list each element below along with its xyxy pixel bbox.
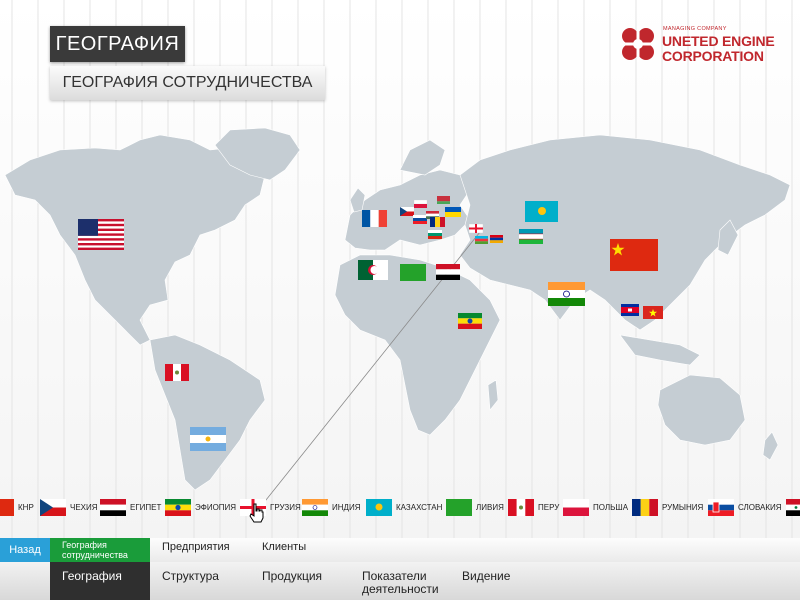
greenland-land <box>214 127 301 181</box>
romania-flag-icon <box>632 498 658 516</box>
nav-enterprises[interactable]: Предприятия <box>162 541 230 553</box>
nav-geography-cooperation-active[interactable]: География сотрудничества <box>50 538 150 562</box>
flag-strip-label: ИНДИЯ <box>332 502 361 512</box>
map-flag-azerbaijan[interactable] <box>475 236 488 244</box>
flag-strip-label: ПЕРУ <box>538 502 560 512</box>
map-flag-libya[interactable] <box>400 264 426 281</box>
map-flag-usa[interactable] <box>78 219 124 250</box>
flag-strip-item-ethiopia[interactable]: ЭФИОПИЯ <box>165 496 236 518</box>
flag-strip-item-kazakhstan[interactable]: КАЗАХСТАН <box>366 496 442 518</box>
flag-strip-label: ПОЛЬША <box>593 502 629 512</box>
flag-strip-label: ЧЕХИЯ <box>70 502 98 512</box>
ethiopia-flag-icon <box>165 498 191 516</box>
map-flag-ukraine[interactable] <box>445 207 461 217</box>
flag-strip-label: ЛИВИЯ <box>476 502 504 512</box>
map-flag-romania[interactable] <box>430 217 445 227</box>
nav-structure[interactable]: Структура <box>162 569 219 583</box>
australia-land <box>657 374 746 446</box>
flag-strip-label: ЕГИПЕТ <box>130 502 162 512</box>
flag-strip-label: ГРУЗИЯ <box>270 502 301 512</box>
bottom-navigation: Назад География сотрудничества Предприят… <box>0 538 800 600</box>
scandinavia-land <box>399 139 446 176</box>
se-asia-islands-land <box>619 334 701 366</box>
flag-strip-item-slovakia[interactable]: СЛОВАКИЯ <box>708 496 782 518</box>
flag-strip-item-czech[interactable]: ЧЕХИЯ <box>40 496 98 518</box>
map-flag-egypt[interactable] <box>436 264 460 280</box>
new-zealand-land <box>762 431 779 461</box>
flag-strip-item-peru[interactable]: ПЕРУ <box>508 496 559 518</box>
japan-land <box>717 219 739 256</box>
czech-flag-icon <box>40 498 66 516</box>
map-flag-kazakhstan[interactable] <box>525 201 558 222</box>
asia-land <box>459 134 791 331</box>
map-flag-armenia[interactable] <box>490 235 503 243</box>
back-button[interactable]: Назад <box>0 538 50 562</box>
flag-strip-item-india[interactable]: ИНДИЯ <box>302 496 360 518</box>
hand-cursor-icon <box>249 503 264 523</box>
logo-managing-text: MANAGING COMPANY <box>663 26 727 32</box>
map-flag-india[interactable] <box>548 282 585 306</box>
map-flag-uzbekistan[interactable] <box>519 229 543 244</box>
map-flag-cambodia[interactable] <box>621 304 639 316</box>
map-flag-bulgaria[interactable] <box>428 230 442 239</box>
map-flag-czech[interactable] <box>400 207 414 216</box>
kazakhstan-flag-icon <box>366 498 392 516</box>
north-america-land <box>4 134 266 346</box>
map-flag-poland[interactable] <box>414 200 427 208</box>
page-title: ГЕОГРАФИЯ <box>50 26 185 62</box>
map-flag-belarus[interactable] <box>437 196 450 204</box>
uk-land <box>349 187 366 213</box>
map-flag-argentina[interactable] <box>190 427 226 451</box>
page-subtitle: ГЕОГРАФИЯ СОТРУДНИЧЕСТВА <box>50 66 325 100</box>
poland-flag-icon <box>563 498 589 516</box>
flag-strip-item-china[interactable]: КНР <box>0 496 34 518</box>
flag-strip-label: СЛОВАКИЯ <box>738 502 782 512</box>
map-flag-ethiopia[interactable] <box>458 313 482 329</box>
flag-strip-overflow-flag[interactable] <box>786 496 800 518</box>
flag-strip-item-romania[interactable]: РУМЫНИЯ <box>632 496 703 518</box>
flag-strip-item-egypt[interactable]: ЕГИПЕТ <box>100 496 161 518</box>
map-flag-algeria[interactable] <box>358 260 388 280</box>
flag-strip-label: КНР <box>18 502 34 512</box>
china-flag-icon <box>0 498 14 516</box>
egypt-flag-icon <box>100 498 126 516</box>
libya-flag-icon <box>446 498 472 516</box>
flag-strip-label: РУМЫНИЯ <box>662 502 704 512</box>
india-flag-icon <box>302 498 328 516</box>
nav-clients[interactable]: Клиенты <box>262 541 307 553</box>
logo-line2: CORPORATION <box>662 48 764 64</box>
flag-strip-item-poland[interactable]: ПОЛЬША <box>563 496 628 518</box>
logo-mark-icon <box>620 26 656 62</box>
madagascar-land <box>487 379 499 411</box>
flag-strip-label: ЭФИОПИЯ <box>195 502 237 512</box>
map-flag-georgia[interactable] <box>469 224 483 233</box>
company-logo: MANAGING COMPANY UNETED ENGINE CORPORATI… <box>618 22 778 70</box>
nav-vision[interactable]: Видение <box>462 569 511 583</box>
map-flag-peru[interactable] <box>165 364 189 381</box>
map-flag-france[interactable] <box>362 210 387 227</box>
nav-indicators[interactable]: Показатели деятельности <box>362 569 439 596</box>
flag-strip-label: КАЗАХСТАН <box>396 502 443 512</box>
slovakia-flag-icon <box>708 498 734 516</box>
map-flag-slovakia[interactable] <box>413 215 427 224</box>
country-flag-strip: КНР ЧЕХИЯ ЕГИПЕТ ЭФИОПИЯ ГРУЗИЯ ИНДИЯ КАЗАХСТА… <box>0 496 800 520</box>
map-flag-china[interactable] <box>610 239 658 271</box>
flag-strip-item-libya[interactable]: ЛИВИЯ <box>446 496 504 518</box>
logo-line1: UNETED ENGINE <box>662 33 775 49</box>
overflow-flag-icon <box>786 498 800 516</box>
nav-geography-active[interactable]: География <box>50 562 150 600</box>
peru-flag-icon <box>508 498 534 516</box>
nav-products[interactable]: Продукция <box>262 569 323 583</box>
map-flag-vietnam[interactable] <box>643 306 663 319</box>
